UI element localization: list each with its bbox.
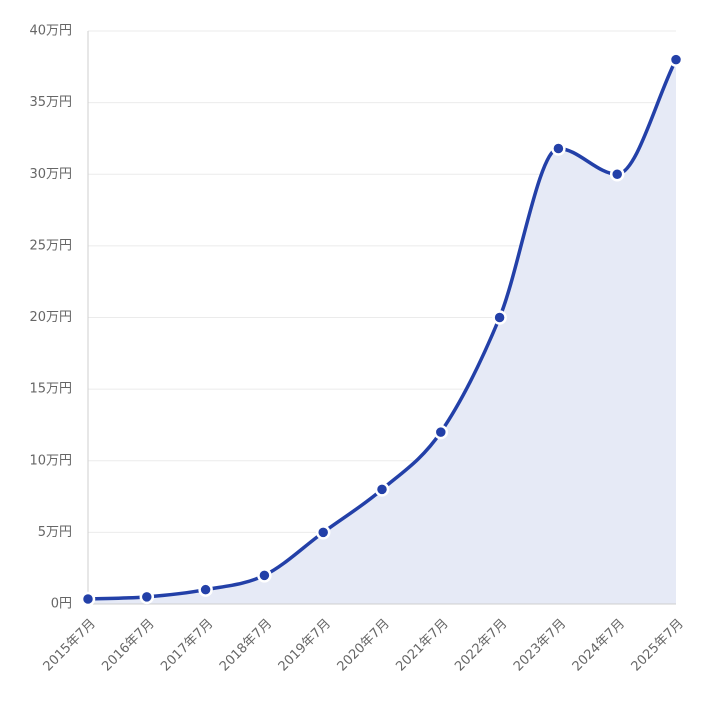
x-tick-label: 2022年7月 [452, 616, 510, 674]
data-point[interactable] [668, 52, 684, 67]
x-tick-label: 2018年7月 [217, 616, 275, 674]
y-tick-labels: 0円 5万円 10万円 15万円 20万円 25万円 30万円 35万円 40万円 [29, 24, 72, 612]
y-tick-label: 10万円 [29, 453, 72, 468]
data-point[interactable] [609, 167, 625, 182]
grid-lines [88, 30, 676, 533]
data-point[interactable] [492, 310, 507, 325]
data-point[interactable] [551, 141, 566, 156]
data-point[interactable] [139, 589, 155, 605]
data-point[interactable] [433, 424, 449, 440]
x-tick-label: 2015年7月 [41, 616, 99, 674]
x-tick-label: 2025年7月 [629, 616, 687, 674]
area-region [88, 59, 676, 604]
x-tick-label: 2020年7月 [335, 616, 393, 674]
y-tick-label: 0円 [51, 597, 72, 612]
data-points [80, 52, 684, 607]
y-tick-label: 35万円 [29, 95, 72, 110]
x-tick-label: 2019年7月 [276, 616, 334, 674]
y-tick-label: 40万円 [29, 24, 72, 39]
area-fill [88, 59, 676, 604]
x-tick-label: 2016年7月 [99, 616, 157, 674]
data-point[interactable] [374, 482, 390, 497]
x-tick-label: 2023年7月 [511, 616, 569, 674]
data-point[interactable] [80, 591, 96, 607]
y-tick-label: 25万円 [29, 238, 72, 253]
x-tick-label: 2017年7月 [158, 616, 216, 674]
y-tick-label: 15万円 [29, 382, 72, 397]
data-point[interactable] [315, 525, 331, 540]
x-tick-label: 2021年7月 [393, 616, 451, 674]
data-point[interactable] [198, 582, 213, 597]
x-tick-labels: 2015年7月 2016年7月 2017年7月 2018年7月 2019年7月 2020年… [41, 616, 687, 674]
axes [87, 31, 676, 605]
x-tick-label: 2024年7月 [570, 616, 628, 674]
y-tick-label: 30万円 [29, 167, 72, 182]
data-point[interactable] [257, 568, 272, 583]
y-tick-label: 20万円 [29, 310, 72, 325]
y-tick-label: 5万円 [38, 525, 72, 540]
